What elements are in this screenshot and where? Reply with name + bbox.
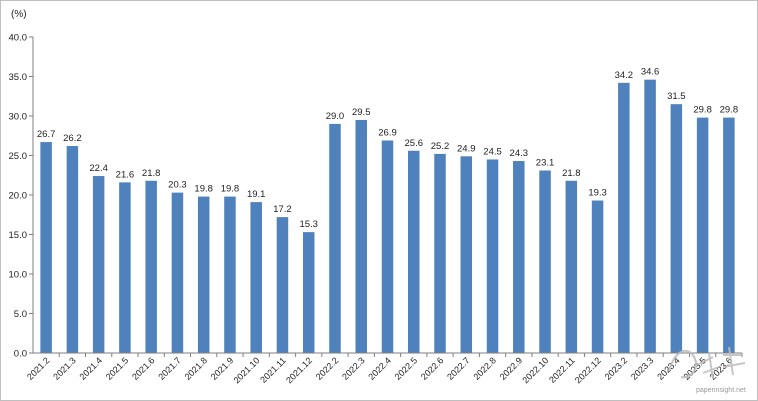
x-category-label: 2022.7 [445,355,472,382]
y-tick-label: 40.0 [9,33,28,44]
bar [40,142,52,353]
bar [539,170,551,353]
bar [723,117,735,353]
x-category-label: 2022.8 [471,355,498,382]
x-category-label: 2021.11 [258,355,288,385]
y-tick-label: 0.0 [14,349,27,360]
bar-value-label: 19.8 [221,184,240,195]
bar-value-label: 26.7 [37,129,56,140]
bar-value-label: 25.2 [431,141,450,152]
bar-value-label: 25.6 [405,138,424,149]
x-category-label: 2022.10 [520,355,550,385]
x-category-label: 2023.3 [629,355,656,382]
x-category-label: 2021.4 [78,355,105,382]
bar [644,79,656,353]
bar-value-label: 34.6 [641,67,660,78]
x-axis-labels: 2021.2 2021.3 2021.4 2021.5 2021.6 2021.7 2021… [25,353,743,385]
bar [408,150,420,353]
bar [565,180,578,353]
bar [276,217,289,353]
bar-value-label: 34.2 [615,70,634,81]
x-category-label: 2022.6 [419,355,446,382]
bar-value-label: 19.3 [588,188,607,199]
bar [92,176,105,353]
bar [302,232,315,353]
watermark-url: paperinsight.net [696,387,746,394]
bar [670,104,683,354]
bar [486,159,499,353]
bar-value-label: 31.5 [667,91,686,102]
bar [355,119,367,353]
bar-value-label: 29.8 [720,105,739,116]
bar-value-label: 24.9 [457,143,476,154]
bar-value-label: 20.3 [168,180,187,191]
bar-value-label: 24.5 [483,146,502,157]
y-tick-label: 5.0 [14,309,27,320]
bar [145,180,157,353]
bar [513,161,525,353]
x-category-label: 2021.12 [284,355,314,385]
x-category-label: 2022.4 [366,355,393,382]
bar-series [40,79,735,354]
x-category-label: 2021.6 [130,355,157,382]
bar [434,153,446,353]
bar-value-label: 19.1 [247,189,266,200]
y-tick-label: 25.0 [9,151,28,162]
bar [591,200,604,353]
bar [224,196,236,353]
bar [250,202,262,353]
bar-value-label: 21.8 [562,168,581,179]
x-category-label: 2021.7 [156,355,183,382]
y-tick-label: 10.0 [9,270,28,281]
y-tick-label: 15.0 [9,230,28,241]
y-tick-label: 35.0 [9,72,28,83]
x-category-label: 2022.12 [573,355,603,385]
x-category-label: 2023.4 [655,355,682,382]
y-axis-ticks: 0.0 5.0 10.0 15.0 20.0 25.0 30.0 35.0 40.0 [9,33,33,360]
x-category-label: 2023.2 [603,355,630,382]
bar [171,192,184,353]
bar-value-label: 17.2 [273,204,292,215]
bar-value-label: 21.8 [142,168,161,179]
bar [119,182,131,353]
x-category-label: 2022.11 [547,355,577,385]
x-category-label: 2021.2 [25,355,52,382]
bar-value-label: 23.1 [536,158,555,169]
data-labels: 26.7 26.2 22.4 21.6 21.8 20.3 19.8 19.8 19.1 17.2… [37,67,738,230]
bar [381,140,394,353]
bar [197,196,210,353]
bar-value-label: 26.9 [378,127,397,138]
y-axis-unit-label: (%) [11,9,27,20]
bar-value-label: 21.6 [116,169,135,180]
y-tick-label: 20.0 [9,191,28,202]
x-category-label: 2022.5 [393,355,420,382]
bar [329,123,341,354]
bar [618,82,630,353]
x-category-label: 2021.3 [51,355,78,382]
bar-value-label: 15.3 [299,219,318,230]
watermark-logo [667,346,746,380]
bar-value-label: 29.0 [326,111,345,122]
y-tick-label: 30.0 [9,112,28,123]
bar-value-label: 19.8 [194,184,213,195]
x-category-label: 2022.2 [314,355,341,382]
x-category-label: 2022.3 [340,355,367,382]
x-category-label: 2021.10 [232,355,262,385]
bar-value-label: 24.3 [510,148,529,159]
bar [66,146,79,353]
bar-value-label: 29.5 [352,107,371,118]
x-category-label: 2021.5 [104,355,131,382]
bar [460,156,473,353]
bar-value-label: 29.8 [693,105,712,116]
bar-value-label: 26.2 [63,133,82,144]
bar-value-label: 22.4 [89,163,108,174]
x-category-label: 2021.8 [183,355,210,382]
watermark: paperinsight.net [667,346,746,394]
bar [696,117,709,353]
